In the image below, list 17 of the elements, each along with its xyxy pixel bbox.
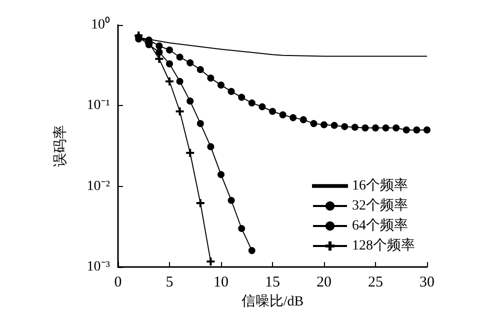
x-tick-label: 15 (265, 274, 280, 290)
y-tick-label: 10⁻³ (86, 260, 110, 274)
y-axis-title: 误码率 (52, 125, 68, 167)
y-tick-label: 10⁻¹ (86, 98, 110, 114)
x-axis-title: 信噪比/dB (241, 294, 304, 310)
legend-label: 16个频率 (352, 178, 408, 194)
legend-label: 32个频率 (352, 198, 408, 214)
legend-label: 128个频率 (352, 238, 415, 254)
x-tick-label: 25 (368, 274, 383, 290)
x-tick-label: 0 (114, 274, 122, 290)
x-tick-label: 20 (316, 274, 332, 290)
x-tick-label: 10 (214, 274, 228, 290)
y-tick-label: 10⁻² (86, 178, 110, 194)
y-tick-label: 10⁰ (91, 16, 110, 32)
legend-label: 64个频率 (352, 218, 408, 234)
x-tick-label: 5 (166, 274, 174, 290)
x-tick-label: 30 (420, 274, 434, 290)
